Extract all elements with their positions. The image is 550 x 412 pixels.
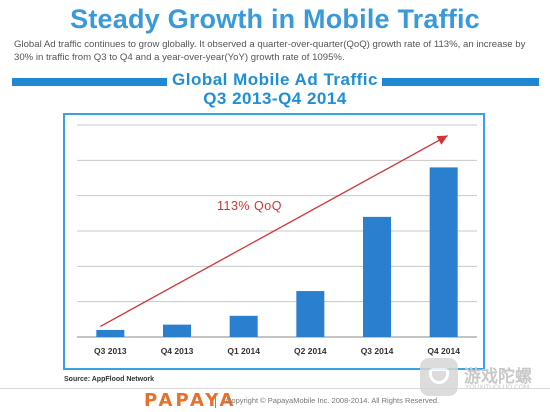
x-tick-label: Q2 2014 [294,346,327,356]
decorative-bar-left [12,78,167,86]
x-tick-label: Q3 2013 [94,346,127,356]
bar-q3-2014 [363,216,391,337]
bar-q4-2013 [163,324,191,337]
bar-q4-2014 [429,167,458,337]
x-tick-label: Q1 2014 [227,346,260,356]
watermark-name: 游戏陀螺 [464,367,532,387]
decorative-bar-right [382,78,539,86]
page-subtitle: Global Ad traffic continues to grow glob… [14,39,526,63]
bar-q2-2014 [296,291,325,337]
footer-separator [215,394,216,408]
x-tick-label: Q4 2013 [161,346,194,356]
chart-title: Global Mobile Ad Traffic [172,70,378,89]
bar-q1-2014 [229,315,258,337]
trend-arrow-head [436,135,448,145]
copyright-text: Copyright © PapayaMobile Inc. 2008-2014.… [226,396,440,405]
watermark: 游戏陀螺 YOUXITUOLUO.COM [420,356,544,406]
annotation-label: 113% QoQ [217,199,282,213]
chart-subtitle: Q3 2013-Q4 2014 [203,89,347,108]
x-tick-label: Q3 2014 [361,346,394,356]
source-note: Source: AppFlood Network [64,376,154,383]
page-title: Steady Growth in Mobile Traffic [70,4,480,34]
footer-divider [0,388,550,389]
chart-frame: Q3 2013 Q4 2013 Q1 2014 Q2 2014 Q3 2014 Q4 20… [63,113,485,370]
watermark-url: YOUXITUOLUO.COM [465,384,530,391]
tuoluo-logo-icon [420,358,458,396]
trend-arrow-line [100,135,448,327]
x-tick-label: Q4 2014 [427,346,460,356]
bar-q3-2013 [96,329,125,337]
papaya-logo: PAPAYA [144,390,237,411]
bar-chart: Q3 2013 Q4 2013 Q1 2014 Q2 2014 Q3 2014 Q4 20… [77,124,477,356]
